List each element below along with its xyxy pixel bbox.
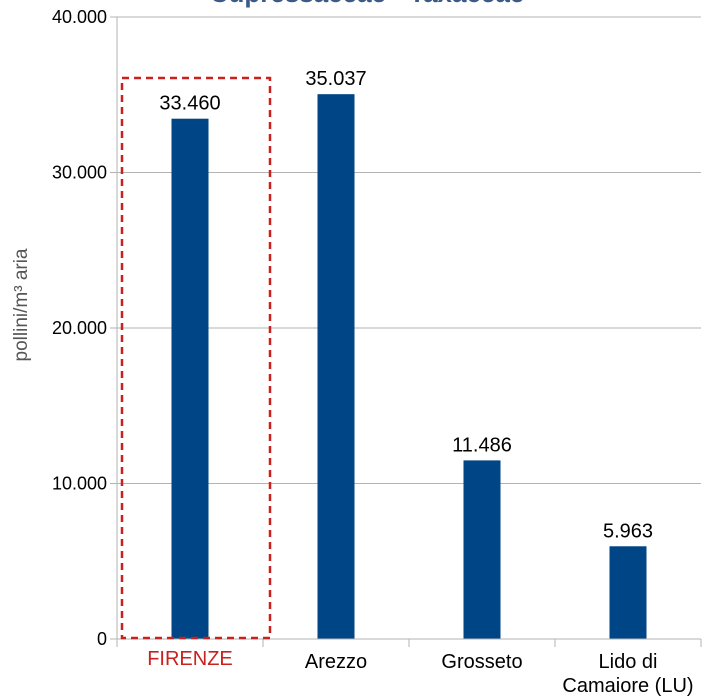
firenze-highlight-box — [120, 76, 272, 640]
bars — [171, 94, 647, 639]
bar — [171, 118, 209, 639]
category-label-line: Grosseto — [441, 651, 522, 673]
y-tick-label: 20.000 — [52, 318, 107, 338]
category-label: Grosseto — [441, 651, 522, 673]
category-label-line: Arezzo — [305, 651, 367, 673]
y-axis-title: pollini/m³ aria — [11, 248, 32, 361]
bar — [463, 460, 501, 639]
y-tick-label: 10.000 — [52, 474, 107, 494]
data-label: 33.460 — [159, 93, 220, 115]
data-label: 11.486 — [452, 434, 512, 456]
bar — [609, 546, 647, 639]
axes — [110, 16, 702, 647]
chart-title: Cupressaceae - Taxaceae — [210, 0, 525, 8]
y-tick-label: 30.000 — [52, 163, 107, 183]
category-label: FIRENZE — [147, 648, 233, 670]
category-label-line: Camaiore (LU) — [562, 675, 693, 697]
bar — [317, 94, 355, 639]
category-label-line: FIRENZE — [147, 648, 233, 670]
data-label: 35.037 — [305, 68, 366, 90]
gridlines — [117, 16, 701, 484]
category-label-line: Lido di — [599, 651, 658, 673]
category-label: Arezzo — [305, 651, 367, 673]
labels: 0 10.000 20.000 30.000 40.000 33.460 FIRENZE 35… — [52, 7, 694, 697]
y-tick-label: 0 — [97, 629, 107, 649]
category-label: Lido di Camaiore (LU) — [562, 651, 693, 697]
data-label: 5.963 — [603, 520, 653, 542]
y-tick-label: 40.000 — [52, 7, 107, 27]
